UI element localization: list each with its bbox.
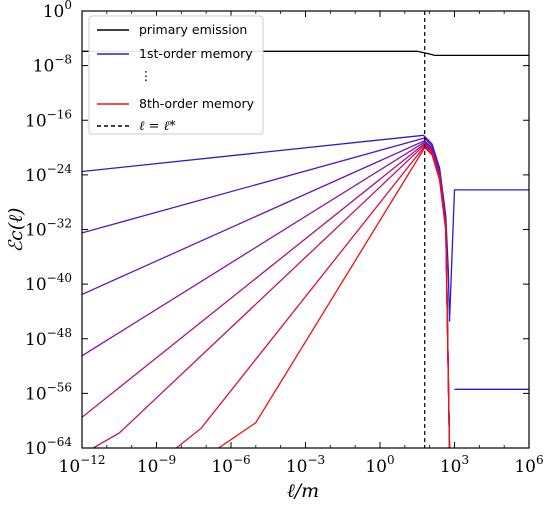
legend-label: 8th-order memory	[139, 96, 255, 111]
x-tick-label: 10−12	[59, 453, 106, 477]
x-tick-label: 10−6	[211, 453, 250, 477]
x-tick-label: 103	[440, 453, 469, 477]
memory-order-1-line	[82, 134, 529, 322]
primary-emission-line	[82, 50, 529, 57]
x-tick-label: 10−9	[137, 453, 176, 477]
y-axis-label: ℰc(ℓ)	[5, 208, 27, 253]
x-tick-label: 10−3	[286, 453, 325, 477]
y-tick-label: 10−32	[25, 217, 72, 241]
legend-label: primary emission	[139, 22, 247, 37]
legend-label: ℓ = ℓ*	[139, 119, 176, 134]
y-tick-label: 10−24	[25, 162, 72, 186]
legend-label: 1st-order memory	[139, 46, 253, 61]
x-tick-label: 106	[514, 453, 543, 477]
y-tick-label: 100	[43, 0, 72, 22]
x-tick-label: 100	[365, 453, 394, 477]
legend-box	[88, 15, 264, 135]
y-axis-ticks: 100 10−8 10−16 10−24 10−32 10−40 10−48 10−56 10−…	[25, 0, 529, 459]
y-tick-label: 10−56	[25, 380, 72, 404]
x-axis-label: ℓ/m	[287, 480, 319, 502]
memory-order-8-line	[218, 146, 451, 448]
y-tick-label: 10−48	[25, 326, 72, 350]
y-tick-label: 10−8	[33, 53, 72, 77]
legend-ellipsis: ⋮	[140, 68, 153, 83]
y-tick-label: 10−16	[25, 107, 72, 131]
y-tick-label: 10−64	[25, 435, 72, 459]
y-tick-label: 10−40	[25, 271, 72, 295]
memory-order-6-line	[92, 143, 451, 448]
memory-order-5-line	[82, 142, 451, 448]
legend: primary emission 1st-order memory ⋮ 8th-ord…	[88, 15, 264, 135]
series-layer	[82, 50, 529, 448]
